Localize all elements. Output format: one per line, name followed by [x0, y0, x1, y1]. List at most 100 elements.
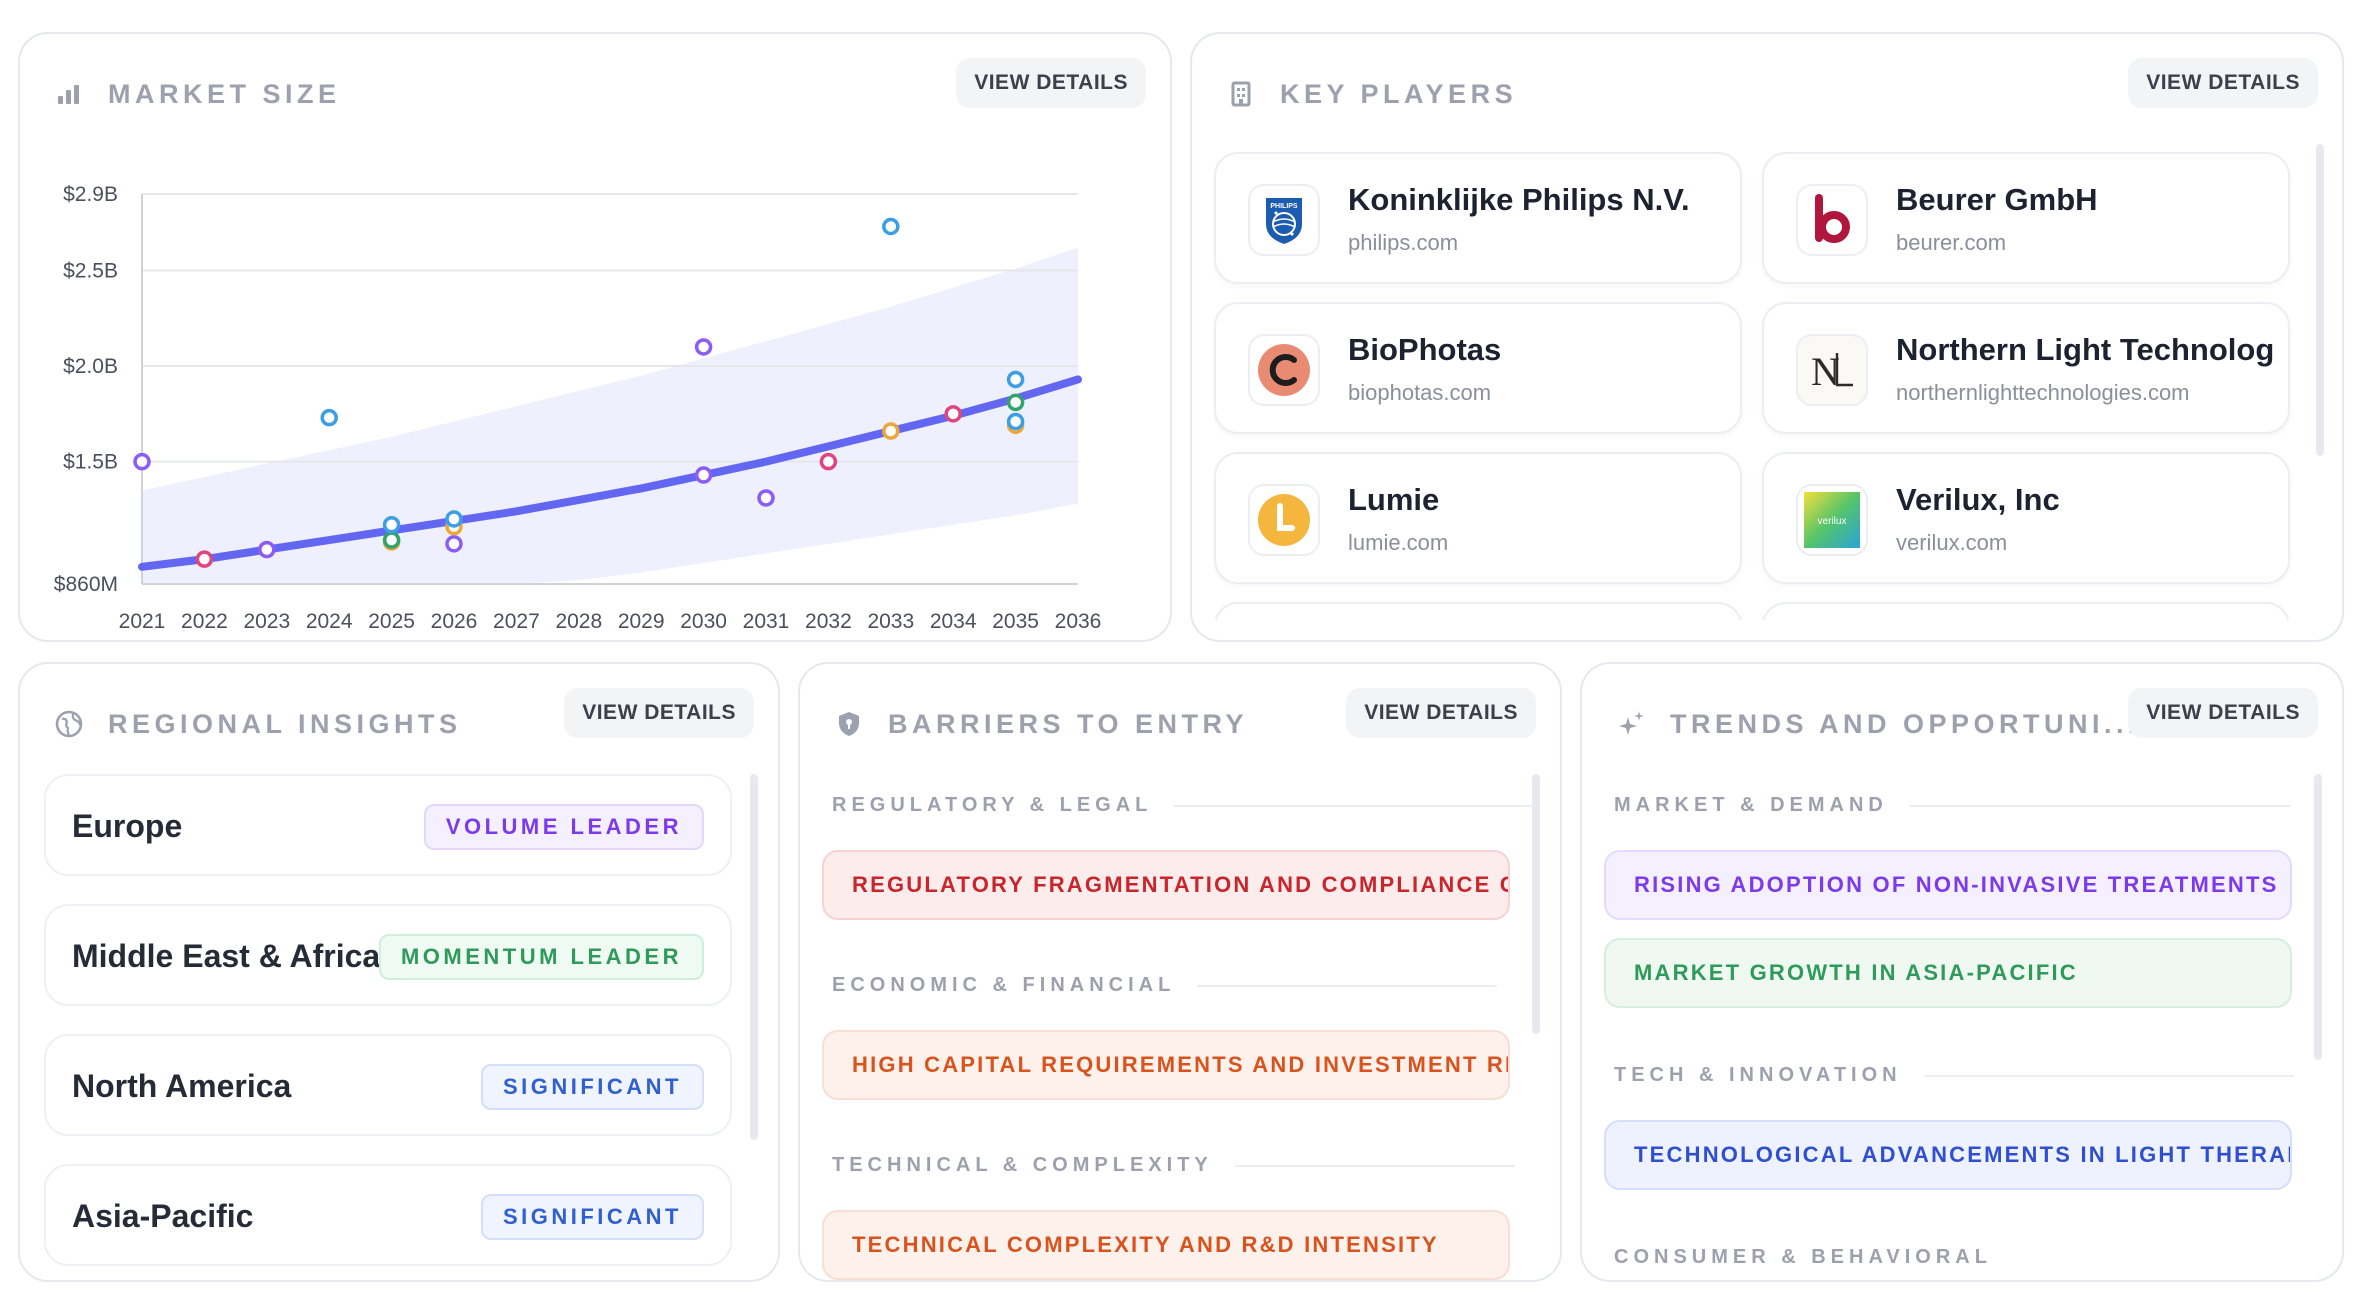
regional-insights-card: REGIONAL INSIGHTS VIEW DETAILS Europe VO… [18, 662, 780, 1282]
data-point [258, 540, 276, 559]
x-tick-label: 2022 [181, 610, 228, 633]
key-players-card: KEY PLAYERS VIEW DETAILS PHILIPS Koninkl… [1190, 32, 2344, 642]
data-point [320, 408, 338, 427]
x-tick-label: 2024 [306, 610, 353, 633]
trends-title: TRENDS AND OPPORTUNI... [1614, 707, 2140, 741]
section-label-consumer-behavioral: CONSUMER & BEHAVIORAL [1614, 1246, 1992, 1269]
player-card-northern-light[interactable]: N Northern Light Technologies northernli… [1762, 302, 2290, 434]
x-tick-label: 2026 [431, 610, 478, 633]
section-divider [1909, 804, 2290, 807]
region-item-asia-pacific[interactable]: Asia-Pacific SIGNIFICANT [44, 1164, 732, 1266]
bar-chart-icon [52, 77, 86, 111]
x-tick-label: 2029 [618, 610, 665, 633]
section-label-text: ECONOMIC & FINANCIAL [832, 974, 1176, 996]
trends-scrollbar[interactable] [2314, 774, 2322, 1060]
y-tick-label: $860M [54, 573, 118, 596]
regional-insights-view-details-button[interactable]: VIEW DETAILS [564, 688, 754, 738]
shield-icon [832, 707, 866, 741]
trend-line [138, 375, 1082, 571]
player-name: Beurer GmbH [1896, 182, 2098, 217]
player-card-biophotas[interactable]: BioPhotas biophotas.com [1214, 302, 1742, 434]
player-card-philips[interactable]: PHILIPS Koninklijke Philips N.V. philips… [1214, 152, 1742, 284]
data-point [882, 422, 900, 440]
barrier-item-technical[interactable]: TECHNICAL COMPLEXITY AND R&D INTENSITY [822, 1210, 1510, 1280]
player-name: Verilux, Inc [1896, 482, 2060, 517]
data-point [694, 338, 713, 356]
player-name: Northern Light Technologies [1896, 332, 2276, 367]
data-point [1006, 393, 1025, 412]
market-size-title-text: MARKET SIZE [108, 78, 341, 109]
player-domain: lumie.com [1348, 530, 1449, 555]
svg-text:N: N [1811, 349, 1840, 393]
y-tick-label: $2.9B [63, 183, 118, 206]
region-name: Europe [72, 808, 183, 844]
data-point [819, 452, 838, 471]
section-label-text: TECHNICAL & COMPLEXITY [832, 1154, 1213, 1176]
barriers-title-text: BARRIERS TO ENTRY [888, 708, 1249, 739]
data-point [757, 489, 775, 507]
player-card-beurer[interactable]: Beurer GmbH beurer.com [1762, 152, 2290, 284]
barriers-card: BARRIERS TO ENTRY VIEW DETAILS REGULATOR… [798, 662, 1562, 1282]
regional-insights-title-text: REGIONAL INSIGHTS [108, 708, 462, 739]
philips-logo: PHILIPS [1248, 184, 1320, 256]
section-divider [1197, 984, 1498, 987]
barriers-scrollbar[interactable] [1532, 774, 1540, 1034]
region-item-europe[interactable]: Europe VOLUME LEADER [44, 774, 732, 876]
barriers-header: BARRIERS TO ENTRY VIEW DETAILS [832, 688, 1536, 754]
y-tick-label: $1.5B [63, 451, 118, 474]
trend-item-asia-pacific-growth[interactable]: MARKET GROWTH IN ASIA-PACIFIC [1604, 938, 2292, 1008]
region-item-north-america[interactable]: North America SIGNIFICANT [44, 1034, 732, 1136]
player-card-lumie[interactable]: Lumie lumie.com [1214, 452, 1742, 584]
x-tick-label: 2025 [368, 610, 415, 633]
trend-item-non-invasive[interactable]: RISING ADOPTION OF NON-INVASIVE TREATMEN… [1604, 850, 2292, 920]
player-name: Lumie [1348, 482, 1440, 517]
trend-item-light-therapy[interactable]: TECHNOLOGICAL ADVANCEMENTS IN LIGHT THER… [1604, 1120, 2292, 1190]
section-label-economic: ECONOMIC & FINANCIAL [832, 974, 1498, 997]
section-divider [1923, 1074, 2294, 1077]
barriers-view-details-button[interactable]: VIEW DETAILS [1346, 688, 1536, 738]
x-tick-label: 2023 [243, 610, 290, 633]
section-label-market-demand: MARKET & DEMAND [1614, 794, 2290, 817]
key-players-scrollbar[interactable] [2316, 144, 2324, 456]
player-card-partial[interactable] [1762, 602, 2290, 620]
market-size-title: MARKET SIZE [52, 77, 341, 111]
globe-icon [52, 707, 86, 741]
trends-title-text: TRENDS AND OPPORTUNI... [1670, 708, 2141, 739]
data-point [445, 535, 463, 553]
section-divider [1234, 1164, 1515, 1167]
x-tick-label: 2035 [992, 610, 1039, 633]
player-domain: philips.com [1348, 230, 1459, 255]
sparkles-icon [1614, 707, 1648, 741]
confidence-band [142, 247, 1078, 584]
key-players-view-details-button[interactable]: VIEW DETAILS [2128, 58, 2318, 108]
region-name: North America [72, 1068, 292, 1104]
x-tick-label: 2031 [743, 610, 790, 633]
biophotas-logo [1248, 334, 1320, 406]
player-card-verilux[interactable]: verilux Verilux, Inc verilux.com [1762, 452, 2290, 584]
regional-insights-scrollbar[interactable] [750, 774, 758, 1140]
section-label-text: MARKET & DEMAND [1614, 794, 1888, 816]
data-point [133, 452, 151, 471]
region-item-middle-east-africa[interactable]: Middle East & Africa MOMENTUM LEADER [44, 904, 732, 1006]
x-tick-label: 2030 [680, 610, 727, 633]
market-size-chart: $860M $1.5B $2.0B $2.5B $2.9B 2021 2022 2023 202… [54, 183, 1102, 633]
barrier-item-regulatory[interactable]: REGULATORY FRAGMENTATION AND COMPLIANCE … [822, 850, 1510, 920]
barrier-item-economic[interactable]: HIGH CAPITAL REQUIREMENTS AND INVESTMENT… [822, 1030, 1510, 1100]
data-point [382, 515, 401, 534]
player-domain: verilux.com [1896, 530, 2008, 555]
trends-header: TRENDS AND OPPORTUNI... VIEW DETAILS [1614, 688, 2318, 754]
region-name: Middle East & Africa [72, 938, 381, 974]
data-point [445, 510, 463, 528]
section-label-text: CONSUMER & BEHAVIORAL [1614, 1246, 1992, 1268]
y-tick-label: $2.5B [63, 259, 118, 282]
x-tick-label: 2028 [555, 610, 602, 633]
section-label-tech-innovation: TECH & INNOVATION [1614, 1064, 2294, 1087]
section-label-regulatory: REGULATORY & LEGAL [832, 794, 1535, 817]
trends-view-details-button[interactable]: VIEW DETAILS [2128, 688, 2318, 738]
data-point [1006, 370, 1025, 389]
market-size-view-details-button[interactable]: VIEW DETAILS [956, 58, 1146, 108]
key-players-list: PHILIPS Koninklijke Philips N.V. philips… [1214, 152, 2312, 620]
volume-leader-badge: VOLUME LEADER [423, 804, 704, 850]
data-point [382, 531, 401, 549]
player-card-partial[interactable] [1214, 602, 1742, 620]
